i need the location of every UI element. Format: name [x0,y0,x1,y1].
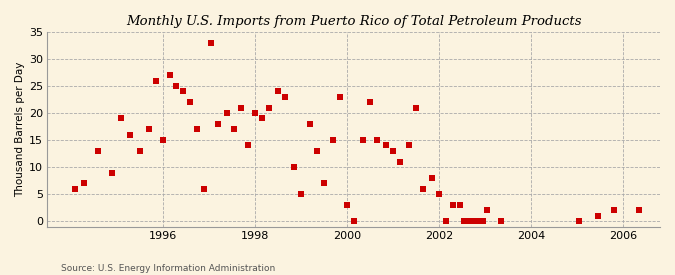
Point [242,143,253,148]
Point [236,105,246,110]
Point [459,219,470,223]
Point [143,127,154,131]
Title: Monthly U.S. Imports from Puerto Rico of Total Petroleum Products: Monthly U.S. Imports from Puerto Rico of… [126,15,581,28]
Point [272,89,283,94]
Point [125,133,136,137]
Point [364,100,375,104]
Point [171,84,182,88]
Point [279,95,290,99]
Point [304,122,315,126]
Point [79,181,90,186]
Point [288,165,299,169]
Point [454,203,465,207]
Point [185,100,196,104]
Point [358,138,369,142]
Point [296,192,306,196]
Point [464,219,475,223]
Point [70,186,80,191]
Point [151,78,161,83]
Point [609,208,620,213]
Point [115,116,126,121]
Point [381,143,392,148]
Point [387,149,398,153]
Point [477,219,488,223]
Point [335,95,346,99]
Point [574,219,585,223]
Point [371,138,382,142]
Y-axis label: Thousand Barrels per Day: Thousand Barrels per Day [15,62,25,197]
Point [178,89,189,94]
Point [348,219,359,223]
Point [92,149,103,153]
Point [164,73,175,77]
Point [221,111,232,115]
Point [263,105,274,110]
Point [404,143,414,148]
Point [311,149,322,153]
Point [433,192,444,196]
Point [249,111,260,115]
Point [468,219,479,223]
Point [448,203,458,207]
Point [256,116,267,121]
Point [157,138,168,142]
Point [198,186,209,191]
Point [319,181,329,186]
Point [410,105,421,110]
Point [482,208,493,213]
Point [192,127,202,131]
Point [107,170,117,175]
Point [213,122,223,126]
Point [206,40,217,45]
Point [427,176,437,180]
Point [593,214,603,218]
Point [394,160,405,164]
Point [441,219,452,223]
Point [229,127,240,131]
Point [472,219,483,223]
Point [342,203,352,207]
Point [634,208,645,213]
Point [134,149,145,153]
Point [495,219,506,223]
Point [417,186,428,191]
Text: Source: U.S. Energy Information Administration: Source: U.S. Energy Information Administ… [61,264,275,273]
Point [327,138,338,142]
